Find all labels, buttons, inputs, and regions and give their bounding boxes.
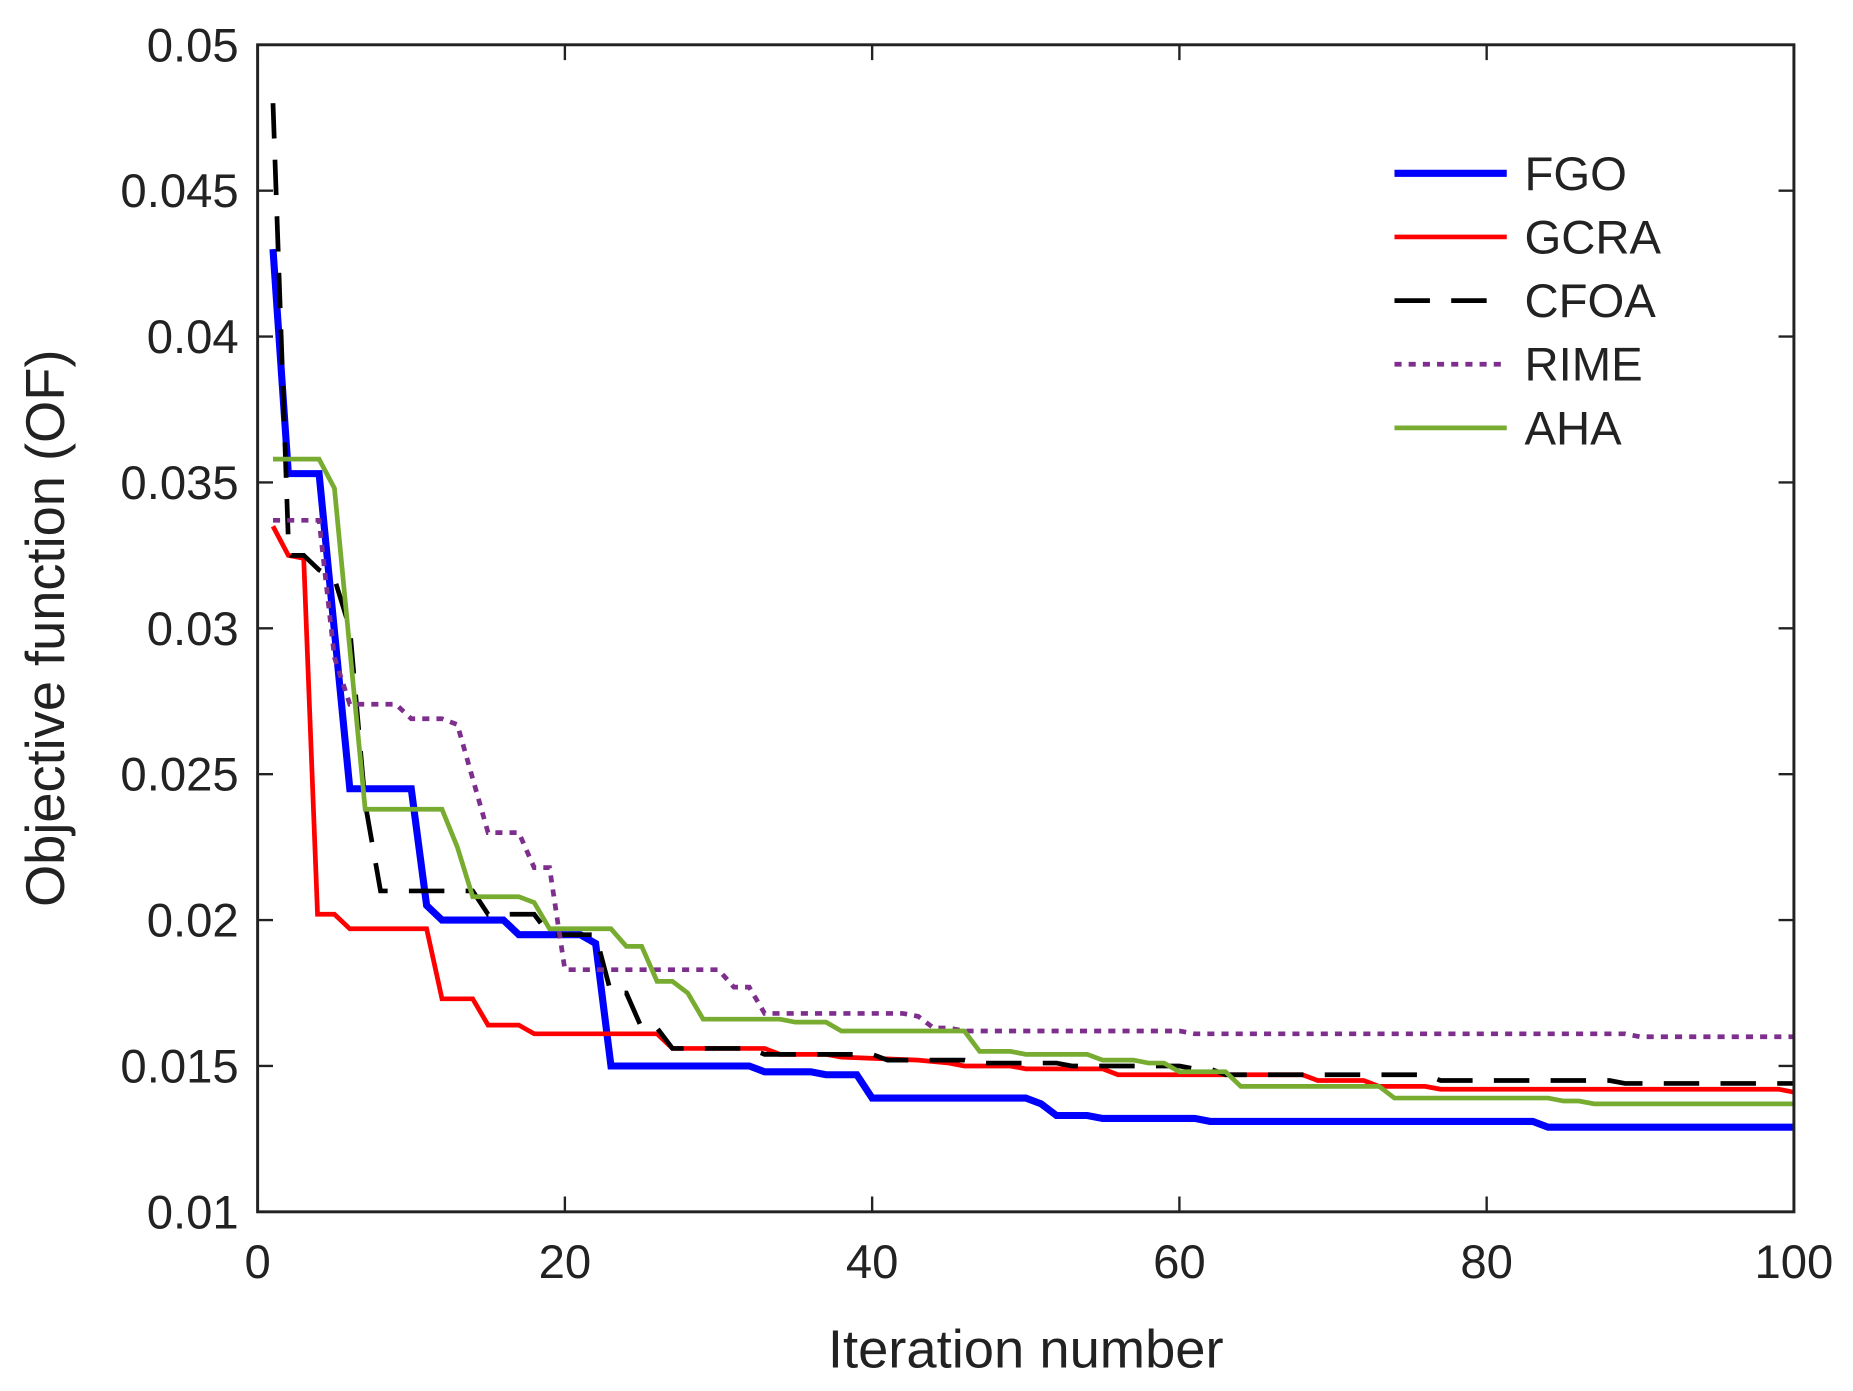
ticks-layer: 0 20 40 60 80 100 0.01 0.015 0.02 0.025 0.03 0.035 0…	[120, 19, 1833, 1288]
legend-label: FGO	[1524, 148, 1626, 201]
x-axis-label: Iteration number	[828, 1318, 1224, 1379]
legend-label: GCRA	[1524, 211, 1661, 264]
y-tick-label: 0.05	[147, 19, 239, 72]
y-tick-label: 0.035	[120, 457, 238, 510]
y-axis-label: Objective function (OF)	[15, 350, 76, 907]
x-tick-label: 40	[846, 1236, 899, 1289]
x-tick-label: 0	[244, 1236, 270, 1289]
legend: FGO GCRA CFOA RIME AHA	[1394, 148, 1662, 455]
y-tick-label: 0.025	[120, 749, 238, 802]
series-line-gcra	[270, 525, 1795, 1095]
series-line-fgo	[269, 248, 1794, 1131]
y-tick-label: 0.03	[147, 603, 239, 656]
series-line-rime	[272, 517, 1794, 1040]
series-line-aha	[272, 456, 1794, 1107]
legend-label: CFOA	[1524, 275, 1656, 328]
y-tick-label: 0.01	[147, 1186, 239, 1239]
legend-label: RIME	[1524, 339, 1642, 392]
y-tick-label: 0.045	[120, 165, 238, 218]
y-tick-label: 0.015	[120, 1040, 238, 1093]
x-tick-label: 80	[1460, 1236, 1513, 1289]
legend-label: AHA	[1524, 402, 1622, 455]
y-tick-label: 0.02	[147, 895, 239, 948]
legend-item-aha: AHA	[1394, 402, 1622, 455]
legend-item-gcra: GCRA	[1394, 211, 1662, 264]
x-tick-label: 100	[1754, 1236, 1833, 1289]
y-tick-label: 0.04	[147, 311, 239, 364]
legend-item-rime: RIME	[1394, 339, 1643, 392]
series-layer	[269, 103, 1795, 1131]
x-tick-label: 60	[1153, 1236, 1206, 1289]
legend-item-cfoa: CFOA	[1394, 275, 1656, 328]
legend-item-fgo: FGO	[1394, 148, 1627, 201]
x-tick-label: 20	[539, 1236, 592, 1289]
